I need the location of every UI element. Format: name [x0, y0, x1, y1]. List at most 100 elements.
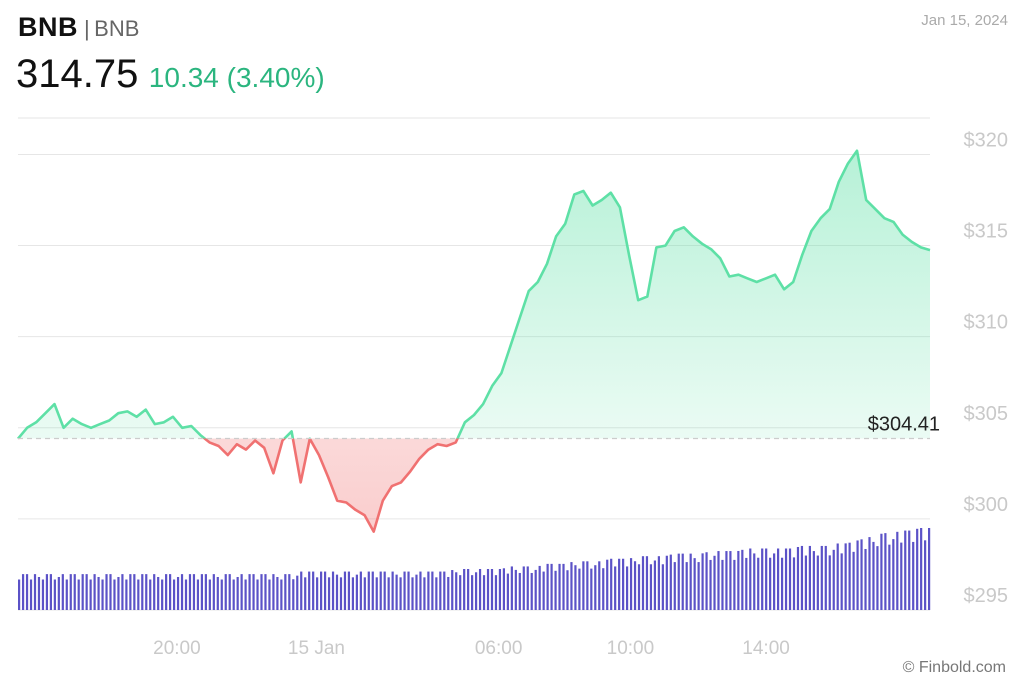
x-tick-label: 14:00 — [742, 638, 790, 659]
asset-name: BNB — [94, 16, 140, 41]
volume-bar — [264, 574, 267, 610]
volume-bar — [522, 566, 525, 610]
volume-bar — [359, 571, 362, 610]
volume-bar — [896, 531, 899, 610]
volume-bar — [165, 574, 168, 610]
volume-bar — [105, 574, 108, 610]
volume-bar — [725, 551, 728, 610]
volume-bar — [916, 528, 919, 610]
volume-bar — [232, 579, 235, 610]
volume-bar — [272, 574, 275, 610]
volume-bar — [912, 541, 915, 610]
volume-bar — [204, 574, 207, 610]
volume-bar — [566, 570, 569, 610]
volume-bar — [633, 561, 637, 610]
volume-bar — [407, 571, 410, 610]
volume-bar — [836, 543, 839, 610]
volume-bar — [129, 574, 132, 610]
volume-bar — [29, 579, 33, 610]
header-separator: | — [84, 16, 90, 41]
volume-bar — [717, 551, 720, 610]
volume-bar — [526, 566, 529, 610]
volume-bar — [200, 574, 203, 610]
volume-bar — [924, 540, 927, 610]
volume-bar — [705, 552, 708, 610]
volume-bar — [331, 571, 335, 610]
volume-bar — [780, 557, 784, 610]
x-tick-label: 15 Jan — [288, 638, 345, 659]
volume-bar — [884, 533, 887, 610]
volume-bar — [137, 579, 140, 610]
volume-bar — [681, 553, 684, 610]
volume-bar — [21, 574, 25, 610]
volume-bar — [749, 548, 752, 610]
volume-bar — [161, 579, 164, 610]
volume-bar — [510, 566, 513, 610]
volume-bar — [920, 528, 923, 610]
volume-bar — [610, 558, 613, 610]
volume-bar — [77, 579, 80, 610]
source-credit: © Finbold.com — [902, 659, 1006, 676]
volume-bar — [427, 571, 430, 610]
volume-bar — [602, 568, 605, 610]
volume-bar — [721, 559, 724, 610]
y-tick-label: $310 — [964, 312, 1009, 334]
volume-bar — [101, 579, 104, 610]
volume-bar — [399, 577, 402, 610]
volume-bar — [288, 574, 291, 610]
volume-bar — [804, 555, 808, 610]
volume-bar — [224, 574, 227, 610]
volume-bar — [379, 571, 382, 610]
volume-bar — [248, 574, 251, 610]
volume-bar — [316, 577, 319, 610]
volume-bar — [220, 579, 223, 610]
ticker-symbol: BNB — [18, 12, 78, 42]
volume-bar — [73, 574, 76, 610]
volume-bar — [125, 579, 128, 610]
volume-bar — [669, 554, 672, 610]
volume-bar — [550, 563, 553, 610]
volume-bar — [97, 576, 100, 610]
volume-bar — [216, 576, 219, 610]
volume-bar — [49, 574, 52, 610]
price-line — [17, 149, 931, 533]
volume-bar — [689, 553, 692, 610]
volume-bar — [554, 570, 557, 610]
volume-bar — [518, 572, 521, 610]
volume-bar — [244, 579, 247, 610]
volume-bar — [490, 569, 494, 610]
volume-bar — [471, 575, 474, 610]
volume-bar — [268, 579, 271, 610]
volume-bar — [506, 573, 509, 610]
y-axis-labels: $295 $300 $305 $310 $315 $320 — [964, 129, 1009, 607]
volume-bar — [327, 577, 331, 610]
volume-bar — [41, 579, 45, 610]
volume-bar — [467, 569, 470, 610]
price-change: 10.34 (3.40%) — [148, 62, 325, 93]
volume-bar — [320, 571, 323, 610]
volume-bar — [844, 543, 847, 610]
volume-bar — [590, 568, 593, 610]
volume-bar — [423, 577, 426, 610]
volume-bar — [578, 568, 581, 610]
y-tick-label: $295 — [964, 585, 1009, 607]
volume-bar — [478, 569, 482, 610]
volume-bar — [25, 574, 29, 610]
volume-bar — [260, 574, 263, 610]
volume-bar — [296, 575, 299, 610]
volume-bar — [482, 575, 486, 610]
x-tick-label: 10:00 — [607, 638, 655, 659]
volume-bar — [892, 539, 895, 610]
volume-bar — [403, 571, 406, 610]
volume-bar — [339, 577, 343, 610]
reference-line: $304.41 — [18, 414, 940, 440]
volume-bar — [832, 549, 835, 610]
volume-bar — [208, 579, 211, 610]
volume-bar — [661, 564, 664, 610]
volume-bar — [586, 561, 589, 610]
volume-bar — [89, 579, 92, 610]
volume-bar — [562, 563, 565, 610]
volume-bar — [276, 576, 279, 610]
volume-bar — [824, 545, 827, 610]
volume-bar — [673, 562, 676, 610]
